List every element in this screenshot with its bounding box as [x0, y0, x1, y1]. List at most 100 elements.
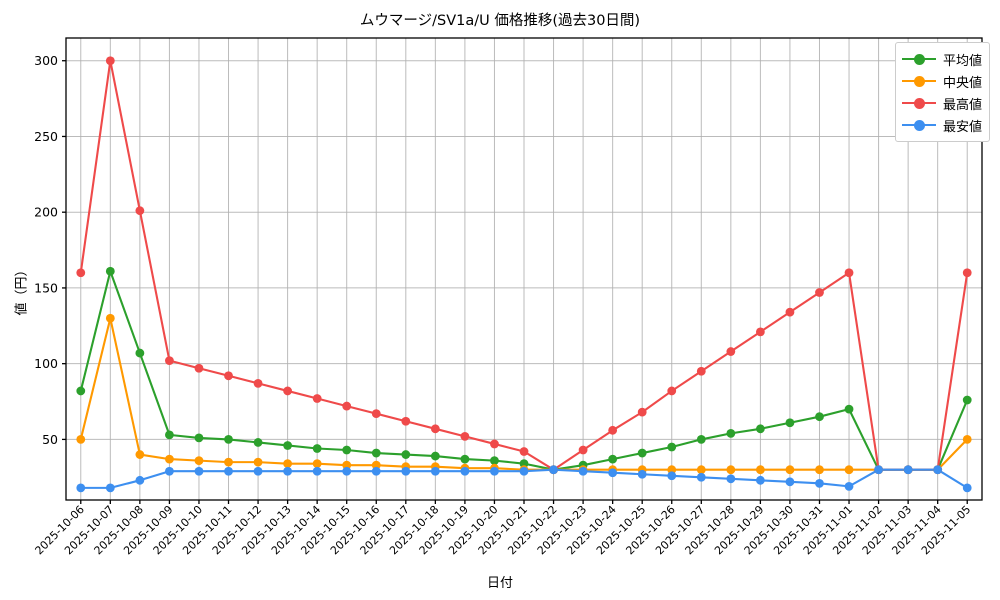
data-point-marker [283, 466, 293, 476]
data-point-marker [608, 468, 618, 478]
data-point-marker [194, 466, 204, 476]
data-point-marker [283, 459, 293, 469]
data-point-marker [785, 307, 795, 317]
data-point-marker [253, 378, 263, 388]
data-point-marker [785, 465, 795, 475]
data-point-marker [785, 477, 795, 487]
data-point-marker [430, 424, 440, 434]
page-title: ムウマージ/SV1a/U 価格推移(過去30日間) [359, 13, 641, 29]
data-point-marker [165, 454, 174, 464]
data-point-marker [224, 466, 233, 476]
data-point-marker [490, 456, 499, 466]
data-point-marker [371, 448, 381, 458]
data-point-marker [430, 466, 440, 476]
y-axis-tick-label: 200 [34, 205, 58, 220]
x-axis-label: 日付 [486, 576, 513, 591]
legend-color-swatch-min [901, 118, 936, 132]
data-point-marker [342, 460, 352, 470]
data-point-marker [105, 266, 115, 276]
data-point-marker [371, 409, 381, 419]
data-point-marker [194, 433, 204, 443]
data-point-marker [401, 450, 411, 459]
legend-item-min[interactable]: 最安値 [901, 114, 982, 136]
legend-color-swatch-median [901, 74, 936, 88]
data-point-marker [194, 363, 204, 373]
data-point-marker [637, 448, 647, 458]
legend-label-min: 最安値 [942, 119, 982, 135]
data-point-marker [637, 407, 647, 417]
data-point-marker [608, 454, 618, 464]
data-point-marker [578, 466, 588, 476]
data-point-marker [312, 466, 322, 476]
legend-label-average: 平均値 [942, 53, 982, 69]
data-point-marker [312, 459, 322, 469]
data-point-marker [844, 465, 854, 475]
data-point-marker [253, 438, 263, 447]
data-point-marker [637, 469, 647, 479]
data-point-marker [519, 447, 529, 456]
data-point-marker [105, 56, 115, 66]
data-point-marker [312, 394, 322, 403]
data-point-marker [874, 465, 883, 475]
data-point-marker [755, 424, 765, 434]
legend-item-median[interactable]: 中央値 [901, 70, 982, 92]
data-point-marker [430, 451, 440, 461]
data-point-marker [815, 412, 824, 422]
legend-color-swatch-max [901, 96, 936, 110]
data-point-marker [962, 395, 972, 405]
y-axis-tick-label: 150 [34, 280, 58, 295]
data-point-marker [76, 268, 86, 278]
y-axis-tick-label: 250 [34, 129, 58, 144]
data-point-marker [401, 416, 411, 426]
data-point-marker [490, 466, 499, 476]
data-point-marker [105, 483, 115, 493]
data-point-marker [253, 466, 263, 476]
data-point-marker [815, 288, 824, 297]
data-point-marker [726, 474, 736, 484]
data-point-marker [962, 268, 972, 278]
data-point-marker [194, 456, 204, 466]
data-point-marker [283, 441, 293, 450]
data-point-marker [135, 206, 145, 216]
data-point-marker [135, 450, 145, 459]
data-point-marker [371, 460, 381, 470]
data-point-marker [696, 465, 706, 475]
y-axis-tick-label: 300 [34, 53, 58, 68]
y-axis-label: 値（円） [14, 263, 30, 316]
data-point-marker [815, 478, 824, 488]
data-point-marker [519, 459, 529, 469]
data-point-marker [401, 466, 411, 476]
legend-item-average[interactable]: 平均値 [901, 48, 982, 70]
data-point-marker [519, 466, 529, 476]
data-point-marker [490, 439, 499, 449]
data-point-marker [224, 435, 233, 444]
data-point-marker [844, 268, 854, 278]
data-point-marker [253, 457, 263, 467]
data-point-marker [312, 444, 322, 453]
data-point-marker [667, 465, 677, 475]
data-point-marker [342, 445, 352, 455]
data-point-marker [962, 435, 972, 444]
data-point-marker [844, 481, 854, 491]
data-point-marker [755, 475, 765, 485]
data-point-marker [696, 472, 706, 482]
data-point-marker [342, 466, 352, 476]
data-point-marker [283, 386, 293, 396]
data-point-marker [667, 386, 677, 396]
data-point-marker [224, 457, 233, 467]
legend-label-max: 最高値 [942, 97, 982, 113]
data-point-marker [105, 313, 115, 323]
data-point-marker [726, 347, 736, 356]
data-point-marker [135, 475, 145, 485]
data-point-marker [726, 428, 736, 438]
data-point-marker [549, 465, 558, 475]
data-point-marker [667, 471, 677, 481]
data-point-marker [815, 465, 824, 475]
data-point-marker [903, 465, 913, 475]
legend-item-max[interactable]: 最高値 [901, 92, 982, 114]
data-point-marker [371, 466, 381, 476]
data-point-marker [608, 425, 618, 435]
data-point-marker [165, 356, 174, 366]
